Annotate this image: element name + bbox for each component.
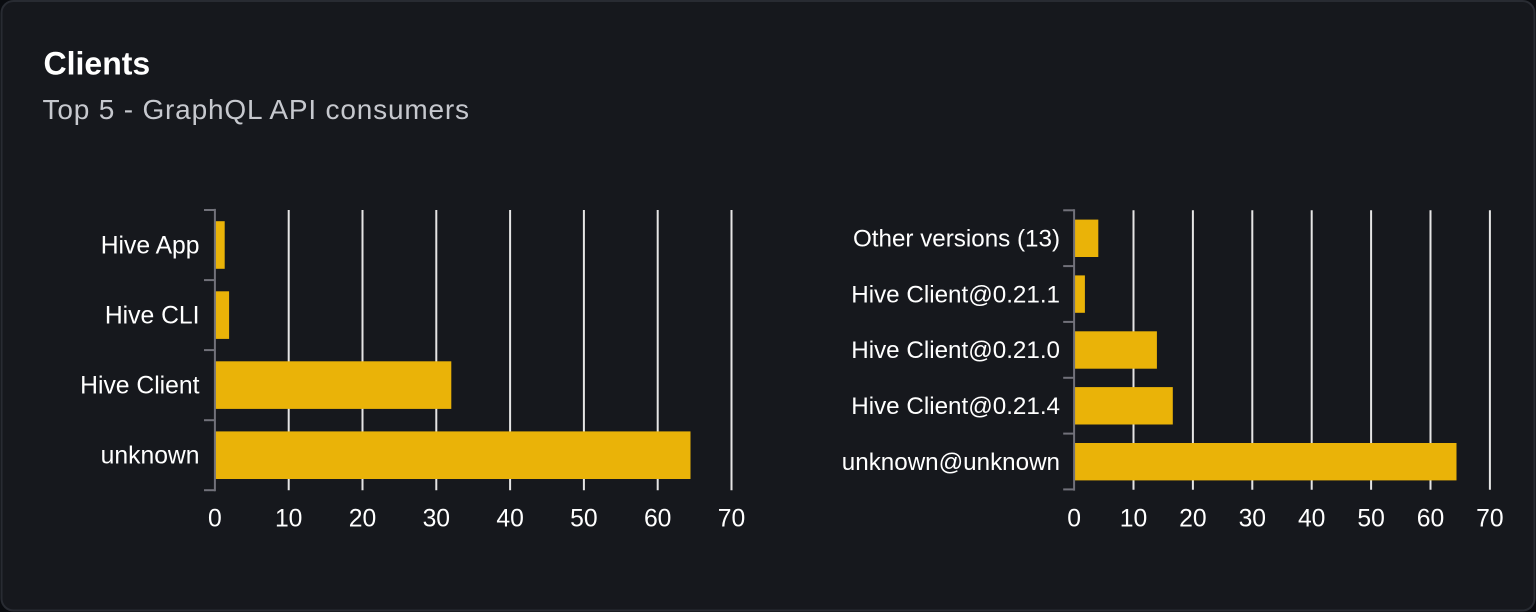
svg-text:40: 40: [1298, 506, 1325, 533]
svg-text:unknown@unknown: unknown@unknown: [842, 449, 1060, 476]
svg-text:30: 30: [1239, 506, 1266, 533]
svg-text:10: 10: [275, 506, 302, 533]
svg-text:70: 70: [718, 506, 745, 533]
svg-text:50: 50: [570, 506, 597, 533]
svg-text:70: 70: [1476, 506, 1503, 533]
svg-text:20: 20: [1179, 506, 1206, 533]
svg-text:50: 50: [1357, 506, 1384, 533]
svg-text:60: 60: [644, 506, 671, 533]
svg-text:60: 60: [1417, 506, 1444, 533]
svg-text:20: 20: [349, 506, 376, 533]
svg-text:0: 0: [1067, 506, 1081, 533]
svg-text:Hive App: Hive App: [101, 233, 200, 260]
svg-text:Hive Client: Hive Client: [80, 373, 200, 400]
svg-text:Other versions (13): Other versions (13): [853, 226, 1060, 253]
svg-text:Hive Client@0.21.1: Hive Client@0.21.1: [851, 281, 1060, 308]
svg-text:10: 10: [1120, 506, 1147, 533]
svg-text:40: 40: [496, 506, 523, 533]
svg-text:Hive CLI: Hive CLI: [105, 303, 200, 330]
svg-text:unknown: unknown: [101, 443, 200, 470]
svg-text:Hive Client@0.21.0: Hive Client@0.21.0: [851, 337, 1060, 364]
svg-text:Hive Client@0.21.4: Hive Client@0.21.4: [851, 393, 1060, 420]
svg-text:Top 5 - GraphQL API consumers: Top 5 - GraphQL API consumers: [43, 94, 470, 125]
svg-text:0: 0: [208, 506, 222, 533]
svg-text:30: 30: [423, 506, 450, 533]
svg-text:Clients: Clients: [44, 46, 151, 82]
